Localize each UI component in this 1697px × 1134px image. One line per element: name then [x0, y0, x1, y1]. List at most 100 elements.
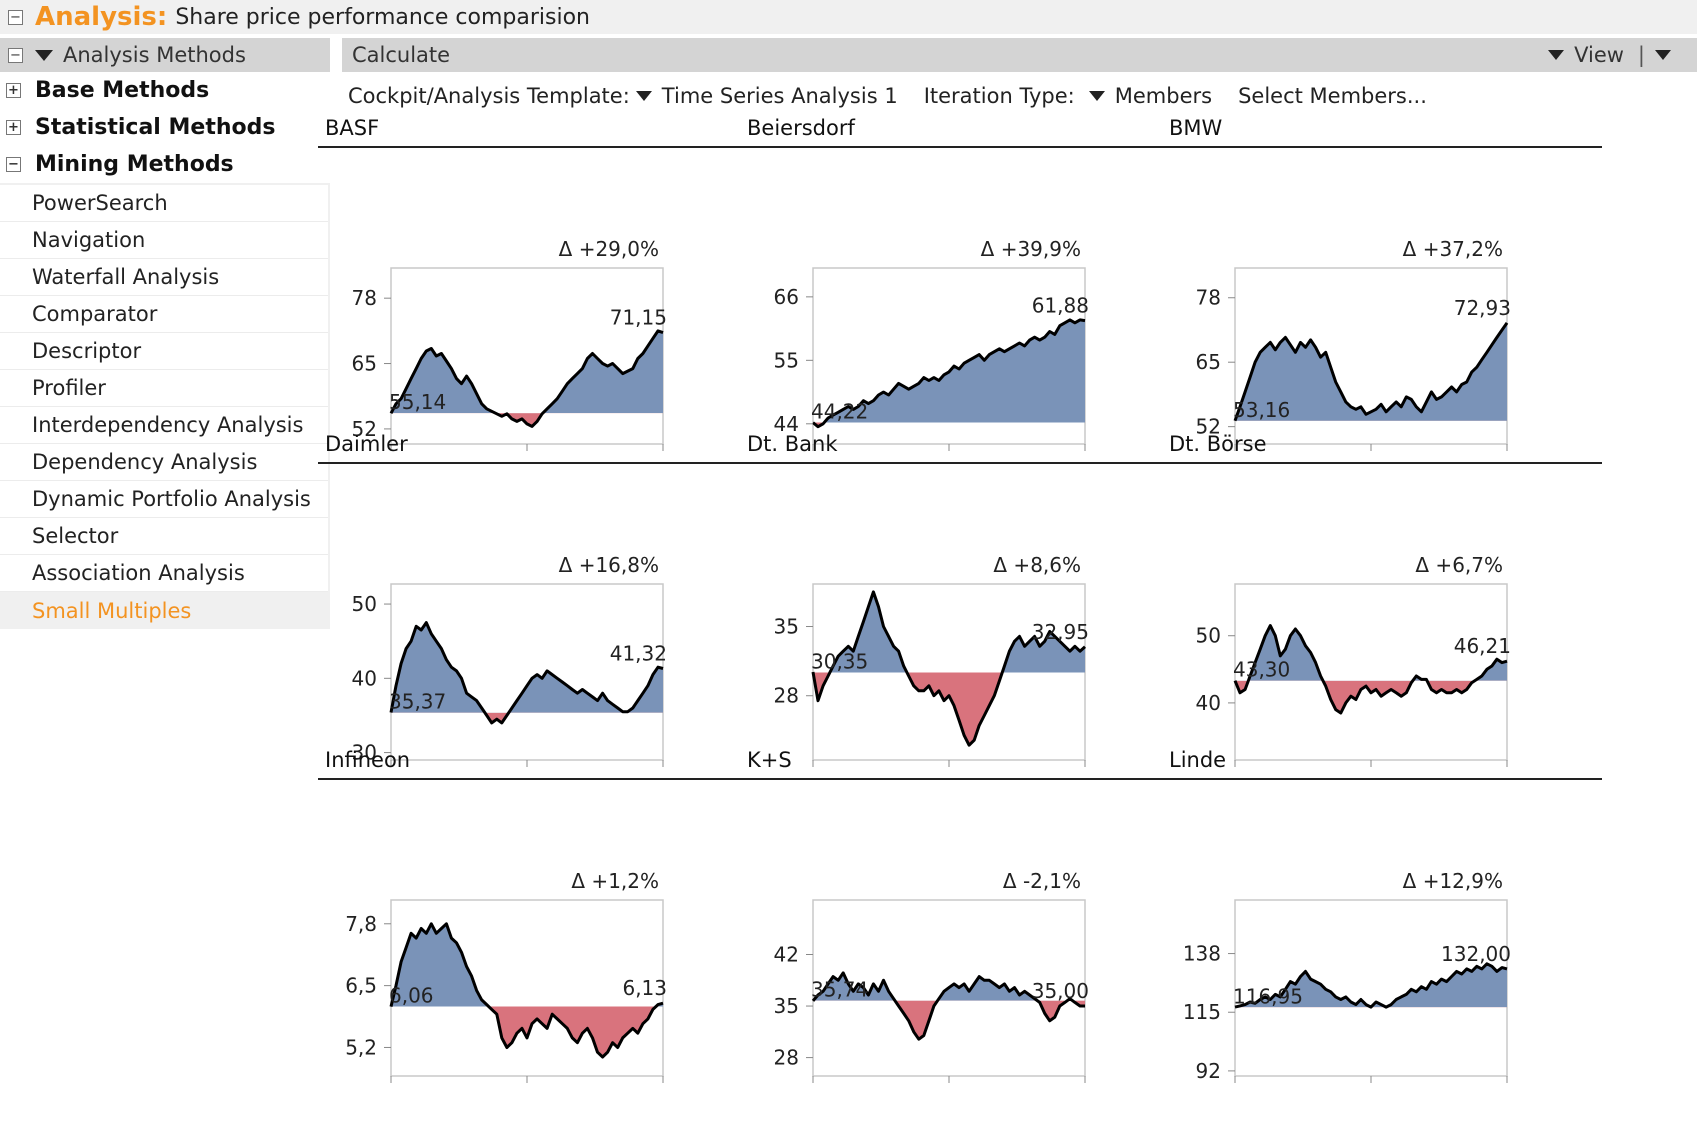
y-tick-label: 50	[1196, 624, 1221, 648]
end-value-label: 41,32	[610, 642, 667, 666]
sidebar-group-statistical-methods[interactable]: + Statistical Methods	[0, 109, 330, 146]
y-tick-label: 66	[774, 285, 799, 309]
chart-title: Infineon	[325, 748, 411, 772]
select-members-link[interactable]: Select Members...	[1238, 84, 1427, 108]
chart-svg: 30405002/01/201202/07/201231/12/2012Δ +1…	[352, 553, 667, 767]
expand-icon[interactable]: +	[6, 83, 21, 98]
gain-area	[824, 319, 1085, 423]
title-underline	[1162, 462, 1602, 464]
y-tick-label: 65	[1196, 350, 1221, 374]
analysis-subtitle: Share price performance comparision	[175, 4, 590, 30]
view-button[interactable]: View |	[1538, 38, 1681, 72]
collapse-icon[interactable]: −	[6, 157, 21, 172]
gain-area	[391, 622, 663, 713]
sidebar-item-descriptor[interactable]: Descriptor	[0, 333, 328, 370]
iteration-dropdown-icon[interactable]	[1088, 91, 1105, 101]
loss-area	[813, 672, 1003, 746]
chart-panel-basf: 52657802/01/201202/07/201231/12/2012Δ +2…	[318, 114, 758, 454]
expand-icon[interactable]: +	[6, 120, 21, 135]
main-area: Calculate View | Cockpit/Analysis Templa…	[318, 38, 1697, 1134]
chart-title: K+S	[747, 748, 792, 772]
y-tick-label: 28	[774, 1046, 799, 1070]
gain-area	[391, 330, 663, 414]
price-line	[1233, 624, 1508, 715]
collapse-analysis-icon[interactable]: −	[8, 9, 23, 25]
sidebar-item-navigation[interactable]: Navigation	[0, 222, 328, 259]
iteration-value[interactable]: Members	[1114, 84, 1213, 108]
y-tick-label: 30	[352, 741, 377, 765]
chart-svg: 9211513802/01/201202/07/201231/12/2012Δ …	[1183, 869, 1511, 1083]
title-underline	[740, 146, 1180, 148]
end-value-label: 46,21	[1454, 634, 1511, 658]
template-dropdown-icon[interactable]	[635, 91, 652, 101]
delta-label: Δ +29,0%	[559, 237, 659, 261]
chart-title: Linde	[1169, 748, 1227, 772]
chart-panel-beiersdorf: 44556602/01/201202/07/201231/12/2012Δ +3…	[740, 114, 1180, 454]
collapse-methods-icon[interactable]: −	[8, 47, 23, 63]
price-line	[389, 329, 664, 428]
sidebar-item-selector[interactable]: Selector	[0, 518, 328, 555]
title-underline	[740, 778, 1180, 780]
y-tick-label: 44	[774, 412, 799, 436]
title-underline	[740, 462, 1180, 464]
y-tick-label: 42	[774, 942, 799, 966]
loss-area	[1235, 420, 1507, 421]
y-tick-label: 138	[1183, 942, 1221, 966]
view-label: View	[1574, 43, 1624, 67]
analysis-methods-header[interactable]: − Analysis Methods	[0, 38, 330, 72]
sidebar-group-label: Base Methods	[35, 78, 210, 103]
chart-title: BMW	[1169, 116, 1223, 140]
y-tick-label: 40	[352, 666, 377, 690]
price-line	[389, 621, 664, 725]
delta-label: Δ +8,6%	[993, 553, 1081, 577]
y-tick-label: 5,2	[345, 1035, 377, 1059]
loss-area	[813, 1000, 1085, 1040]
sidebar-item-dependency-analysis[interactable]: Dependency Analysis	[0, 444, 328, 481]
calculate-button[interactable]: Calculate	[352, 43, 451, 67]
analysis-title: Analysis:	[35, 2, 168, 32]
start-value-label: 44,22	[811, 400, 868, 424]
price-line	[811, 971, 1085, 1041]
gain-area	[813, 591, 1085, 673]
sidebar-item-small-multiples[interactable]: Small Multiples	[32, 598, 192, 623]
template-value[interactable]: Time Series Analysis 1	[661, 84, 898, 108]
title-underline	[1162, 778, 1602, 780]
title-bar: − Analysis: Share price performance comp…	[0, 0, 1697, 34]
start-value-label: 35,74	[811, 978, 868, 1002]
more-dropdown-icon[interactable]	[1655, 50, 1671, 60]
delta-label: Δ +6,7%	[1415, 553, 1503, 577]
chart-panel-infineon: 5,26,57,802/01/201202/07/201231/12/2012Δ…	[318, 746, 758, 1086]
sidebar-group-mining-methods[interactable]: − Mining Methods	[0, 146, 330, 183]
chart-title: Dt. Börse	[1169, 432, 1267, 456]
y-tick-label: 35	[774, 615, 799, 639]
price-line	[1233, 322, 1509, 422]
config-row: Cockpit/Analysis Template: Time Series A…	[348, 78, 1697, 114]
end-value-label: 132,00	[1441, 942, 1511, 966]
start-value-label: 30,35	[811, 649, 868, 673]
start-value-label: 53,16	[1233, 398, 1290, 422]
sidebar-group-label: Mining Methods	[35, 152, 234, 177]
start-value-label: 6,06	[389, 984, 434, 1008]
price-line	[812, 318, 1086, 429]
gain-area	[1235, 322, 1507, 421]
start-value-label: 43,30	[1233, 658, 1290, 682]
sidebar-item-powersearch[interactable]: PowerSearch	[0, 185, 328, 222]
chart-svg: 44556602/01/201202/07/201231/12/2012Δ +3…	[774, 237, 1089, 451]
sidebar-group-base-methods[interactable]: + Base Methods	[0, 72, 330, 109]
sidebar-item-comparator[interactable]: Comparator	[0, 296, 328, 333]
sidebar-item-dynamic-portfolio-analysis[interactable]: Dynamic Portfolio Analysis	[0, 481, 328, 518]
sidebar-item-profiler[interactable]: Profiler	[0, 370, 328, 407]
price-line	[1234, 962, 1508, 1009]
price-line	[389, 922, 664, 1059]
y-tick-label: 6,5	[345, 974, 377, 998]
delta-label: Δ +16,8%	[559, 553, 659, 577]
sidebar-item-association-analysis[interactable]: Association Analysis	[0, 555, 328, 592]
calculate-toolbar: Calculate View |	[342, 38, 1697, 72]
view-dropdown-icon	[1548, 50, 1565, 60]
end-value-label: 32,95	[1032, 620, 1089, 644]
start-value-label: 35,37	[389, 690, 446, 714]
y-tick-label: 35	[774, 994, 799, 1018]
y-tick-label: 52	[1196, 415, 1221, 439]
sidebar-item-waterfall-analysis[interactable]: Waterfall Analysis	[0, 259, 328, 296]
sidebar-item-interdependency-analysis[interactable]: Interdependency Analysis	[0, 407, 328, 444]
